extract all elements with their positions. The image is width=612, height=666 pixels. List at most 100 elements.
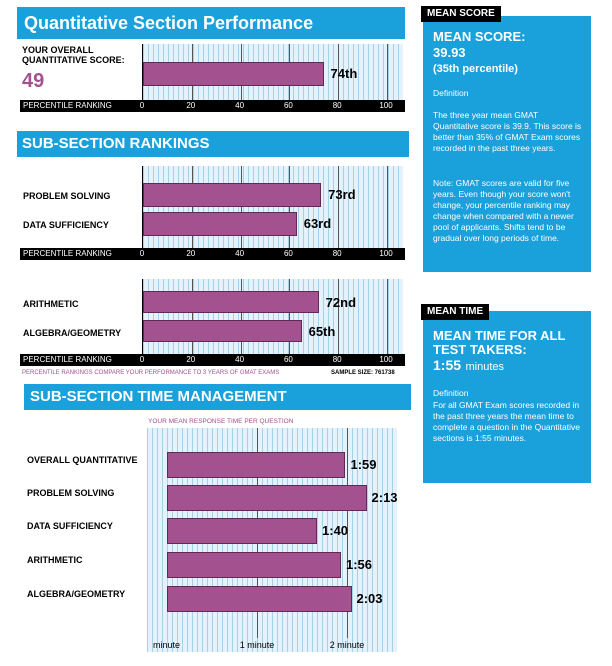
time-subtitle: YOUR MEAN RESPONSE TIME PER QUESTION: [148, 418, 294, 425]
subsection-chart-area-1: 73rd PROBLEM SOLVING 63rd DATA SUFFICIENCY: [23, 166, 403, 248]
time-category-label: OVERALL QUANTITATIVE: [27, 455, 138, 465]
axis-tick-80: 80: [332, 355, 342, 364]
sample-size: SAMPLE SIZE: 761738: [331, 370, 395, 376]
time-category-label: ARITHMETIC: [27, 555, 83, 565]
gridline-60: [289, 279, 291, 354]
gridline-40: [240, 166, 242, 248]
percentile-axis-3: PERCENTILE RANKING 0 20 40 60 80 100: [20, 354, 405, 366]
time-value-label: 1:40: [322, 523, 349, 538]
bar-data-sufficiency: [143, 212, 297, 236]
mean-time-panel: MEAN TIME FOR ALL TEST TAKERS: 1:55 minu…: [423, 311, 591, 483]
axis-tick-60: 60: [283, 355, 293, 364]
category-label: PROBLEM SOLVING: [23, 191, 111, 201]
axis-tick-100: 100: [379, 101, 393, 110]
subsection-chart-area-2: 72nd ARITHMETIC 65th ALGEBRA/GEOMETRY: [23, 279, 403, 354]
percentile-axis-1: PERCENTILE RANKING 0 20 40 60 80 100: [20, 100, 405, 112]
gridline-2-minute: [347, 428, 348, 638]
time-axis-tick: minute: [153, 640, 181, 650]
time-axis-tick: 2 minute: [329, 640, 365, 650]
axis-tick-0: 0: [139, 101, 145, 110]
axis-tick-60: 60: [283, 249, 293, 258]
time-value-label: 2:13: [371, 490, 398, 505]
axis-tick-100: 100: [379, 355, 393, 364]
time-bar-overall-quantitative: [167, 452, 346, 478]
axis-title: PERCENTILE RANKING: [23, 101, 112, 110]
category-label: ALGEBRA/GEOMETRY: [23, 328, 122, 338]
time-value-label: 1:56: [345, 557, 372, 572]
gridline-80: [338, 44, 340, 100]
mean-time-value: 1:55: [433, 357, 462, 373]
overall-chart-area: 74th: [142, 44, 403, 100]
mean-time-title-line2: TEST TAKERS:: [433, 342, 527, 357]
bar-value-label: 73rd: [328, 187, 356, 202]
mean-time-readout: 1:55 minutes: [433, 357, 504, 375]
mean-time-title-line1: MEAN TIME FOR ALL: [433, 328, 566, 343]
gridline-100: [387, 166, 388, 248]
bar-value-label: 63rd: [303, 216, 332, 231]
gridline-100: [387, 279, 388, 354]
bar-value-label: 72nd: [325, 295, 357, 310]
bar-your-overall-quantitative-score-49: [143, 62, 324, 86]
gridline-20: [191, 166, 193, 248]
gridline-60: [289, 166, 291, 248]
mean-time-tag: MEAN TIME: [421, 304, 490, 320]
time-category-label: ALGEBRA/GEOMETRY: [27, 589, 126, 599]
performance-title: Quantitative Section Performance: [24, 13, 314, 33]
bar-arithmetic: [143, 291, 319, 313]
gridline-100: [387, 44, 388, 100]
axis-title: PERCENTILE RANKING: [23, 249, 112, 258]
subsection-title: SUB-SECTION RANKINGS: [22, 135, 210, 152]
overall-label-line1: YOUR OVERALL: [22, 45, 94, 55]
bar-problem-solving: [143, 183, 322, 207]
gridline-80: [338, 166, 340, 248]
time-category-label: DATA SUFFICIENCY: [27, 521, 113, 531]
axis-tick-20: 20: [186, 249, 196, 258]
bar-value-label: 65th: [308, 324, 336, 339]
gridline-40: [240, 279, 242, 354]
axis-tick-0: 0: [139, 355, 145, 364]
overall-score-value: 49: [22, 70, 45, 92]
performance-banner: Quantitative Section Performance: [17, 7, 405, 39]
time-bar-arithmetic: [167, 552, 341, 578]
time-title: SUB-SECTION TIME MANAGEMENT: [30, 388, 287, 405]
axis-tick-80: 80: [332, 101, 342, 110]
time-axis-tick: 1 minute: [239, 640, 275, 650]
overall-score-label: YOUR OVERALL QUANTITATIVE SCORE:: [22, 45, 125, 65]
mean-score-definition-label: Definition: [433, 88, 469, 98]
bar-value-label: 74th: [330, 66, 358, 81]
time-bar-algebra-geometry: [167, 586, 352, 612]
time-banner: SUB-SECTION TIME MANAGEMENT: [24, 384, 411, 410]
mean-score-value: 39.93: [433, 45, 466, 60]
mean-score-tag: MEAN SCORE: [421, 6, 501, 22]
axis-tick-20: 20: [186, 101, 196, 110]
axis-tick-60: 60: [283, 101, 293, 110]
percentile-footnote: PERCENTILE RANKINGS COMPARE YOUR PERFORM…: [22, 370, 280, 376]
axis-tick-100: 100: [379, 249, 393, 258]
mean-score-percentile: (35th percentile): [433, 63, 518, 75]
mean-time-description: For all GMAT Exam scores recorded in the…: [433, 400, 580, 443]
axis-tick-40: 40: [235, 355, 245, 364]
category-label: ARITHMETIC: [23, 299, 79, 309]
time-value-label: 2:03: [356, 591, 383, 606]
time-chart-area: 1:59 OVERALL QUANTITATIVE 2:13 PROBLEM SOLV…: [27, 428, 398, 652]
mean-time-definition-label: Definition: [433, 388, 469, 398]
mean-score-description: The three year mean GMAT Quantitative sc…: [433, 110, 582, 153]
gridline-80: [338, 279, 340, 354]
axis-title: PERCENTILE RANKING: [23, 355, 112, 364]
time-value-label: 1:59: [350, 457, 377, 472]
category-label: DATA SUFFICIENCY: [23, 220, 109, 230]
axis-tick-80: 80: [332, 249, 342, 258]
bar-algebra-geometry: [143, 320, 302, 342]
time-category-label: PROBLEM SOLVING: [27, 488, 115, 498]
axis-tick-40: 40: [235, 101, 245, 110]
axis-tick-20: 20: [186, 355, 196, 364]
mean-score-panel: MEAN SCORE: 39.93 (35th percentile) Defi…: [423, 16, 591, 272]
percentile-axis-2: PERCENTILE RANKING 0 20 40 60 80 100: [20, 248, 405, 260]
time-bar-data-sufficiency: [167, 518, 318, 544]
overall-label-line2: QUANTITATIVE SCORE:: [22, 55, 125, 65]
axis-tick-40: 40: [235, 249, 245, 258]
subsection-banner: SUB-SECTION RANKINGS: [17, 131, 409, 157]
time-bar-problem-solving: [167, 485, 367, 511]
mean-score-note: Note: GMAT scores are valid for five yea…: [433, 178, 574, 243]
axis-tick-0: 0: [139, 249, 145, 258]
